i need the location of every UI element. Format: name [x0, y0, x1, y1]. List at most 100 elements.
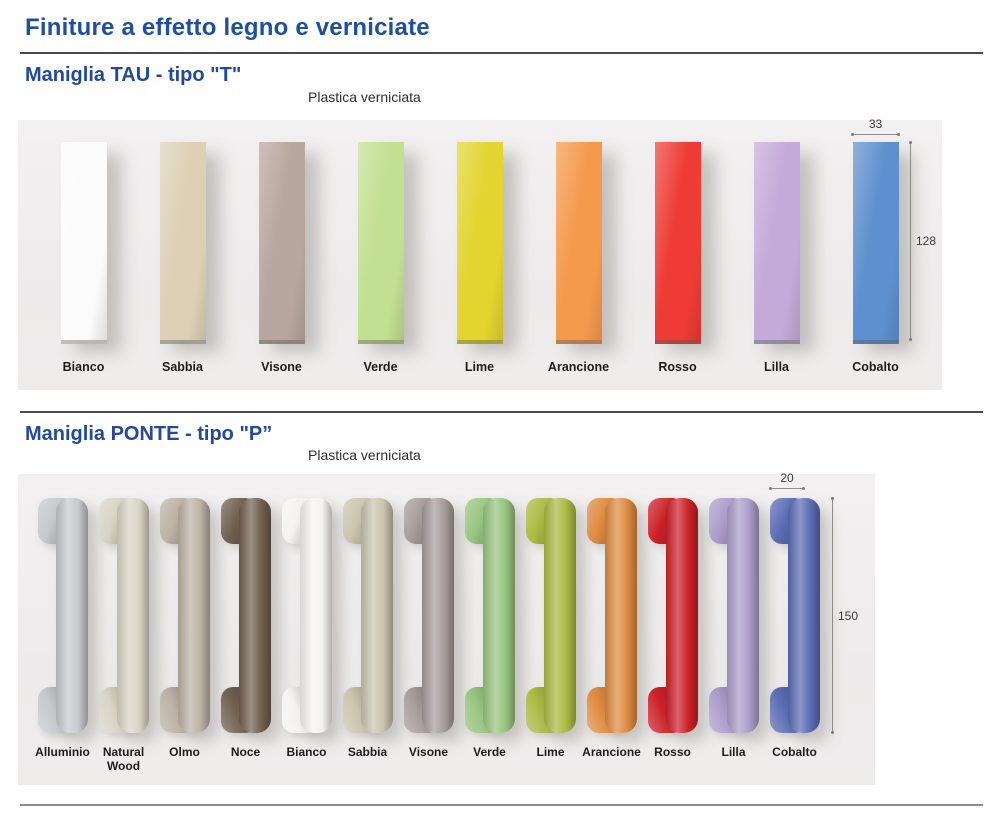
top-divider: [20, 52, 983, 54]
page-title: Finiture a effetto legno e verniciate: [25, 14, 430, 41]
tau-width-dimension: 33: [851, 117, 900, 137]
finish-label: Arancione: [547, 360, 610, 374]
tau-swatch-bianco: Bianco: [34, 142, 133, 375]
dimension-line: [909, 141, 912, 341]
tau-height-dimension: 128: [909, 141, 937, 341]
finish-label: Cobalto: [772, 745, 817, 759]
finish-label: Bianco: [286, 745, 327, 759]
middle-divider: [20, 411, 983, 413]
tau-handle-verde: [357, 142, 404, 344]
handle-grip: [787, 498, 820, 733]
finish-label: Cobalto: [852, 360, 899, 374]
tau-swatch-cobalto: Cobalto: [826, 142, 925, 375]
finish-label: Visone: [408, 745, 449, 759]
tau-handle-visone: [258, 142, 305, 344]
ponte-height-value: 150: [838, 608, 859, 623]
tau-handle-bianco: [60, 142, 107, 344]
ponte-swatch-panel: 20 150 Alluminio Natural Wood Olmo Noce Bian…: [18, 471, 875, 785]
ponte-swatch-bianco: Bianco: [276, 498, 337, 774]
tau-swatch-rosso: Rosso: [628, 142, 727, 375]
ponte-swatch-alluminio: Alluminio: [32, 498, 93, 774]
tau-swatch-visone: Visone: [232, 142, 331, 375]
finish-label: Rosso: [658, 360, 697, 374]
ponte-handle-alluminio: [37, 498, 88, 733]
ponte-handle-bianco: [281, 498, 332, 733]
dimension-line: [851, 133, 900, 137]
ponte-handle-olmo: [159, 498, 210, 733]
ponte-handle-verde: [464, 498, 515, 733]
ponte-swatch-natural-wood: Natural Wood: [93, 498, 154, 774]
ponte-swatch-noce: Noce: [215, 498, 276, 774]
ponte-width-value: 20: [780, 471, 794, 485]
handle-grip: [55, 498, 88, 733]
tau-swatch-lilla: Lilla: [727, 142, 826, 375]
finish-label: Noce: [230, 745, 261, 759]
finish-label: Rosso: [654, 745, 691, 759]
handle-grip: [116, 498, 149, 733]
finish-label: Sabbia: [347, 745, 388, 759]
handle-grip: [299, 498, 332, 733]
tau-handle-sabbia: [159, 142, 206, 344]
tau-width-value: 33: [868, 117, 883, 131]
tau-swatch-sabbia: Sabbia: [133, 142, 232, 375]
finish-label: Olmo: [169, 745, 200, 759]
tau-handle-arancione: [555, 142, 602, 344]
ponte-swatch-sabbia: Sabbia: [337, 498, 398, 774]
tau-height-value: 128: [916, 234, 937, 248]
finish-label: Bianco: [62, 360, 105, 374]
section-heading-ponte: Maniglia PONTE - tipo "P”: [25, 423, 273, 445]
ponte-handle-rosso: [647, 498, 698, 733]
ponte-swatch-rosso: Rosso: [642, 498, 703, 774]
ponte-swatch-cobalto: Cobalto: [764, 498, 825, 774]
tau-swatch-lime: Lime: [430, 142, 529, 375]
handle-grip: [421, 498, 454, 733]
ponte-swatch-olmo: Olmo: [154, 498, 215, 774]
ponte-swatch-lilla: Lilla: [703, 498, 764, 774]
dimension-line: [831, 497, 834, 734]
ponte-handle-natural-wood: [98, 498, 149, 733]
finish-label: Visone: [261, 360, 302, 374]
ponte-handle-lilla: [708, 498, 759, 733]
ponte-swatch-verde: Verde: [459, 498, 520, 774]
dimension-line: [769, 487, 805, 491]
ponte-handle-cobalto: [769, 498, 820, 733]
ponte-swatch-lime: Lime: [520, 498, 581, 774]
handle-grip: [665, 498, 698, 733]
tau-swatch-panel: 33 128 Bianco Sabbia Visone Verde Lime Aranci…: [18, 117, 942, 390]
section-heading-tau: Maniglia TAU - tipo "T": [25, 64, 242, 86]
handle-grip: [360, 498, 393, 733]
finish-label: Verde: [473, 745, 506, 759]
handle-grip: [482, 498, 515, 733]
finish-label: Lime: [536, 745, 565, 759]
finish-label: Arancione: [582, 745, 641, 759]
handle-grip: [726, 498, 759, 733]
handle-grip: [543, 498, 576, 733]
bottom-divider: [20, 804, 983, 806]
finish-label: Lilla: [763, 360, 789, 374]
ponte-swatch-visone: Visone: [398, 498, 459, 774]
tau-swatch-verde: Verde: [331, 142, 430, 375]
handle-grip: [177, 498, 210, 733]
finish-label: Sabbia: [162, 360, 203, 374]
ponte-swatch-row: Alluminio Natural Wood Olmo Noce Bianco Sabbi…: [18, 498, 875, 774]
ponte-handle-visone: [403, 498, 454, 733]
ponte-handle-sabbia: [342, 498, 393, 733]
tau-swatch-row: Bianco Sabbia Visone Verde Lime Arancione Ross…: [18, 142, 942, 375]
section-subtitle-tau: Plastica verniciata: [308, 89, 421, 105]
tau-handle-cobalto: [852, 142, 899, 344]
handle-grip: [604, 498, 637, 733]
ponte-handle-noce: [220, 498, 271, 733]
ponte-width-dimension: 20: [769, 471, 805, 491]
ponte-handle-arancione: [586, 498, 637, 733]
section-subtitle-ponte: Plastica verniciata: [308, 447, 421, 463]
tau-handle-rosso: [654, 142, 701, 344]
finish-label: Lilla: [721, 745, 746, 759]
finish-label: Verde: [363, 360, 398, 374]
tau-swatch-arancione: Arancione: [529, 142, 628, 375]
finish-label: Natural Wood: [102, 745, 145, 774]
tau-handle-lilla: [753, 142, 800, 344]
finish-label: Alluminio: [35, 745, 90, 759]
finish-label: Lime: [464, 360, 495, 374]
ponte-swatch-arancione: Arancione: [581, 498, 642, 774]
